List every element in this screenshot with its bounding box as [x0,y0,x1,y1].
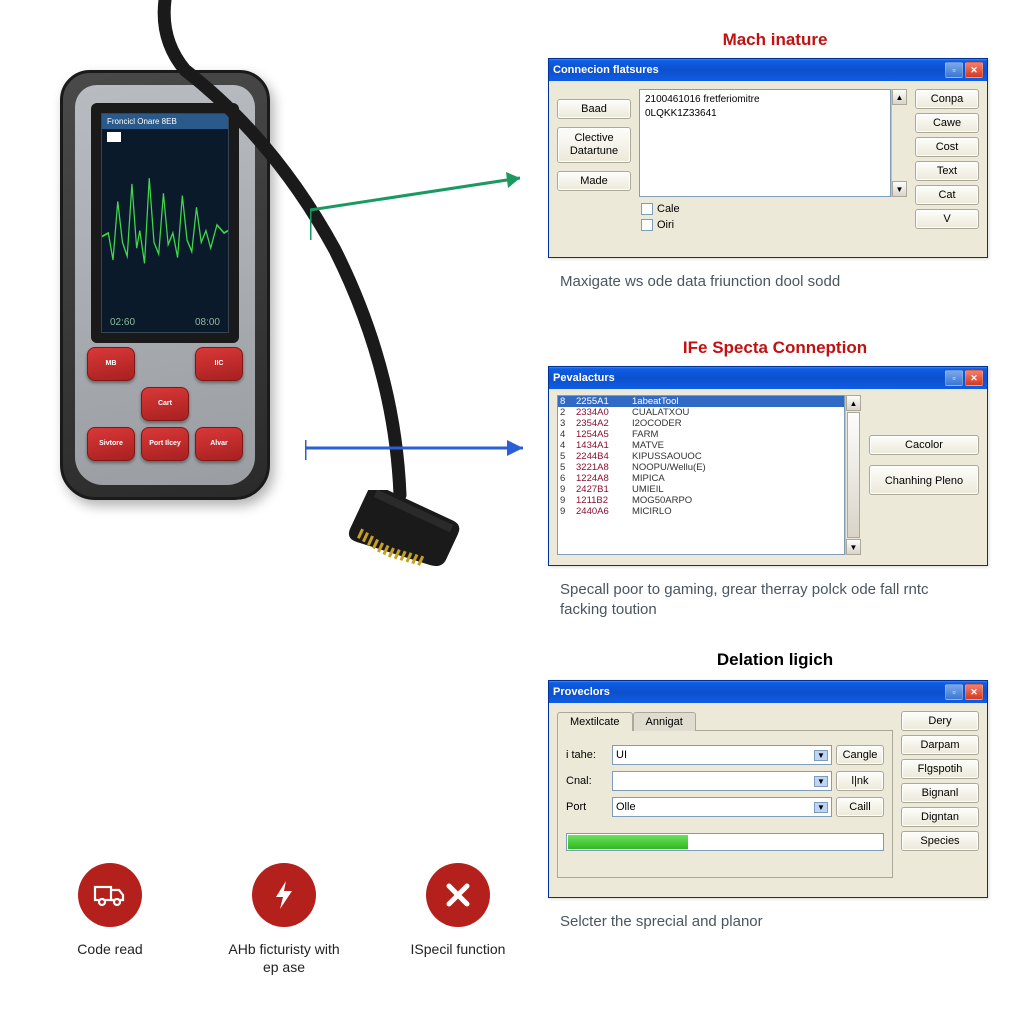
feature-label-0: Code read [50,941,170,959]
btn-cost[interactable]: Cost [915,137,979,157]
btn-made[interactable]: Made [557,171,631,191]
select-cnal[interactable]: ▼ [612,771,832,791]
section2-title: IFe Specta Cοnneption [560,338,990,358]
btn-lnk[interactable]: l|nk [836,771,884,791]
key-iic[interactable]: IIC [195,347,243,381]
footer-right: 08:00 [195,317,220,328]
tab-annigat[interactable]: Annigat [633,712,696,731]
list-box[interactable]: 2100461016 fretferiomitre 0LQKK1Z33641 [639,89,891,197]
scanner-device: Froncicl Onare 8EB 02:60 08:00 MB IIC Ca… [60,70,300,550]
feature-special: ISpecil function [398,863,518,976]
scanner-screen: Froncicl Onare 8EB 02:60 08:00 [101,113,229,333]
screen-footer: 02:60 08:00 [102,317,228,328]
truck-icon [78,863,142,927]
key-cart[interactable]: Cart [141,387,189,421]
progress-bar [566,833,884,851]
table-scrollbar[interactable]: ▲▼ [845,395,861,555]
screen-bezel: Froncicl Onare 8EB 02:60 08:00 [91,103,239,343]
btn-clective[interactable]: Clective Datartune [557,127,631,163]
obd-connector [330,490,470,590]
section3-title: Delation ligich [560,650,990,670]
btn-baad[interactable]: Baad [557,99,631,119]
tab-mextilcate[interactable]: Mextilcate [557,712,633,731]
btn-dery[interactable]: Dery [901,711,979,731]
label-tahe: i tahe: [566,745,612,765]
window3-close[interactable]: ✕ [965,684,983,700]
btn-flgspotih[interactable]: Flgspotih [901,759,979,779]
window2-title: Pevalacturs [553,372,615,384]
btn-cacolor[interactable]: Cacolor [869,435,979,455]
btn-v[interactable]: V [915,209,979,229]
list-scrollbar[interactable]: ▲▼ [891,89,907,197]
list-line-1: 0LQKK1Z33641 [645,107,885,121]
bolt-icon [252,863,316,927]
btn-cangle[interactable]: Cangle [836,745,884,765]
key-mb[interactable]: MB [87,347,135,381]
window2-close[interactable]: ✕ [965,370,983,386]
key-port[interactable]: Port Ilcey [141,427,189,461]
tabs: Mextilcate Annigat [557,711,893,730]
btn-cat[interactable]: Cat [915,185,979,205]
waveform [102,149,228,289]
feature-label-1: AHb ficturisty with ep ase [224,941,344,976]
section2-caption: Specall poor to gaming, grear therray po… [560,580,980,621]
window3-title: Proveclors [553,686,610,698]
window3-titlebar[interactable]: Proveclors ▫ ✕ [549,681,987,703]
btn-conpa[interactable]: Conpa [915,89,979,109]
keypad: MB IIC Cart Sivtore Port Ilcey Alvar [75,347,255,461]
section3-caption: Selcter the sprecial and planor [560,912,980,932]
btn-chanhing[interactable]: Chanhing Pleno [869,465,979,495]
window-pevalacturs: Pevalacturs ▫ ✕ 82255A11abeatTool22334A0… [548,366,988,566]
window1-close[interactable]: ✕ [965,62,983,78]
screen-header: Froncicl Onare 8EB [102,114,228,129]
section1-caption: Maxigate ws ode data friunction dool sod… [560,272,980,292]
btn-digntan[interactable]: Digntan [901,807,979,827]
arrow-top [310,170,540,260]
feature-label-2: ISpecil function [398,941,518,959]
btn-species[interactable]: Species [901,831,979,851]
checkbox-oiri[interactable]: Oiri [641,219,905,231]
window-proveclors: Proveclors ▫ ✕ Mextilcate Annigat i tahe… [548,680,988,898]
list-line-0: 2100461016 fretferiomitre [645,93,885,107]
select-port[interactable]: Olle▼ [612,797,832,817]
label-cnal: Cnal: [566,771,612,791]
key-sivtore[interactable]: Sivtore [87,427,135,461]
label-port: Port [566,797,612,817]
screen-icon [107,132,121,142]
btn-bignanl[interactable]: Bignanl [901,783,979,803]
window2-titlebar[interactable]: Pevalacturs ▫ ✕ [549,367,987,389]
scanner-body: Froncicl Onare 8EB 02:60 08:00 MB IIC Ca… [60,70,270,500]
window2-minimize[interactable]: ▫ [945,370,963,386]
select-tahe[interactable]: UI▼ [612,745,832,765]
btn-text[interactable]: Text [915,161,979,181]
window-connecion: Connecion flatsures ▫ ✕ Baad Clective Da… [548,58,988,258]
window1-title: Connecion flatsures [553,64,659,76]
footer-left: 02:60 [110,317,135,328]
feature-code-read: Code read [50,863,170,976]
x-icon [426,863,490,927]
window3-minimize[interactable]: ▫ [945,684,963,700]
key-alvar[interactable]: Alvar [195,427,243,461]
feature-row: Code read AHb ficturisty with ep ase ISp… [50,863,518,976]
feature-ahb: AHb ficturisty with ep ase [224,863,344,976]
section1-title: Mach inature [560,30,990,50]
data-table[interactable]: 82255A11abeatTool22334A0CUALATXOU32354A2… [557,395,845,555]
window1-minimize[interactable]: ▫ [945,62,963,78]
btn-caill[interactable]: Caill [836,797,884,817]
checkbox-cale[interactable]: Cale [641,203,905,215]
window1-titlebar[interactable]: Connecion flatsures ▫ ✕ [549,59,987,81]
scanner-inner: Froncicl Onare 8EB 02:60 08:00 MB IIC Ca… [75,85,255,485]
arrow-mid [305,430,540,470]
btn-cawe[interactable]: Cawe [915,113,979,133]
btn-darpam[interactable]: Darpam [901,735,979,755]
